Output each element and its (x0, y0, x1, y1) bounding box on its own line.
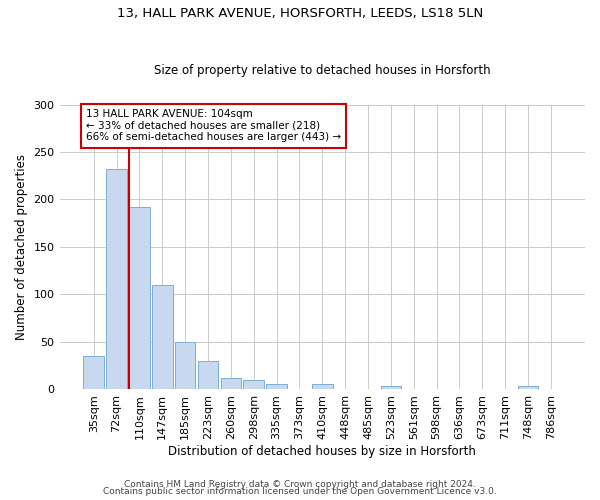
Bar (518, 386, 538, 389)
Bar (244, 380, 264, 389)
Bar (312, 384, 332, 389)
Bar (129, 207, 150, 389)
Text: 13, HALL PARK AVENUE, HORSFORTH, LEEDS, LS18 5LN: 13, HALL PARK AVENUE, HORSFORTH, LEEDS, … (117, 8, 483, 20)
Y-axis label: Number of detached properties: Number of detached properties (15, 154, 28, 340)
Bar (106, 169, 127, 389)
Bar (198, 362, 218, 389)
Bar (175, 342, 196, 389)
X-axis label: Distribution of detached houses by size in Horsforth: Distribution of detached houses by size … (169, 444, 476, 458)
Text: 13 HALL PARK AVENUE: 104sqm
← 33% of detached houses are smaller (218)
66% of se: 13 HALL PARK AVENUE: 104sqm ← 33% of det… (86, 110, 341, 142)
Bar (380, 386, 401, 389)
Title: Size of property relative to detached houses in Horsforth: Size of property relative to detached ho… (154, 64, 491, 77)
Text: Contains HM Land Registry data © Crown copyright and database right 2024.: Contains HM Land Registry data © Crown c… (124, 480, 476, 489)
Bar (83, 356, 104, 389)
Text: Contains public sector information licensed under the Open Government Licence v3: Contains public sector information licen… (103, 488, 497, 496)
Bar (152, 284, 173, 389)
Bar (221, 378, 241, 389)
Bar (266, 384, 287, 389)
